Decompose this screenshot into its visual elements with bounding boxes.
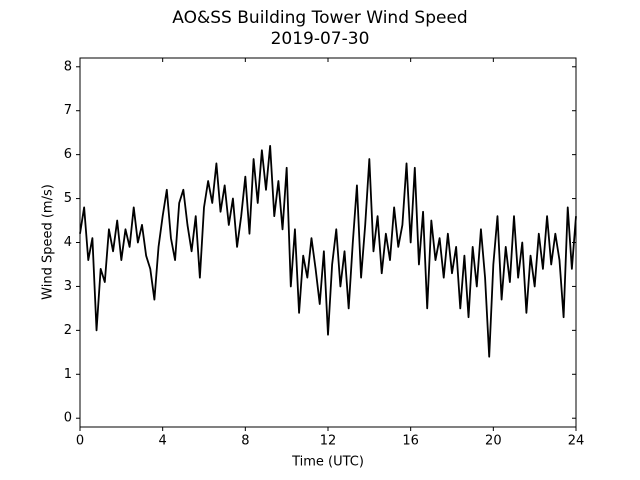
- y-tick-label: 2: [64, 323, 72, 338]
- x-tick-label: 16: [402, 434, 419, 449]
- y-tick-label: 0: [64, 411, 72, 426]
- x-tick-label: 4: [159, 434, 167, 449]
- y-tick-label: 4: [64, 235, 72, 250]
- y-axis-label: Wind Speed (m/s): [41, 184, 56, 300]
- x-tick-label: 8: [241, 434, 249, 449]
- x-axis-label: Time (UTC): [291, 455, 364, 470]
- y-tick-label: 7: [64, 103, 72, 118]
- x-tick-label: 24: [568, 434, 585, 449]
- y-tick-label: 8: [64, 59, 72, 74]
- y-tick-label: 1: [64, 367, 72, 382]
- chart-title: AO&SS Building Tower Wind Speed: [172, 8, 467, 28]
- y-tick-label: 3: [64, 279, 72, 294]
- x-tick-label: 0: [76, 434, 84, 449]
- x-tick-label: 20: [485, 434, 502, 449]
- y-tick-label: 5: [64, 191, 72, 206]
- x-tick-label: 12: [320, 434, 337, 449]
- chart-subtitle: 2019-07-30: [271, 29, 370, 49]
- y-tick-label: 6: [64, 147, 72, 162]
- plot-frame: [79, 57, 577, 428]
- wind-speed-line: [79, 144, 577, 358]
